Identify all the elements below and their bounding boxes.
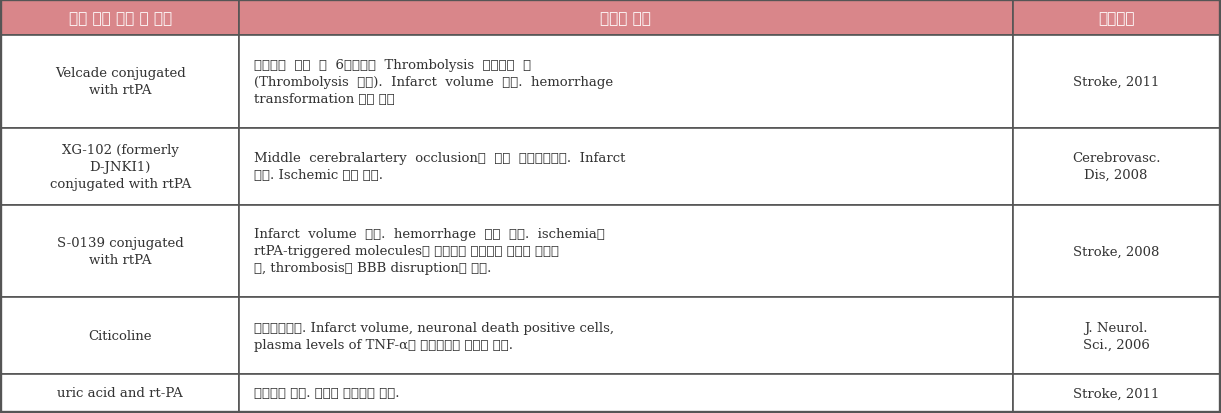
FancyBboxPatch shape	[1, 374, 239, 412]
FancyBboxPatch shape	[239, 1, 1012, 36]
Text: 뇌졸중에  적용  후  6시간까지  Thrombolysis  가능하게  함
(Thrombolysis  촉진).  Infarct  volume  : 뇌졸중에 적용 후 6시간까지 Thrombolysis 가능하게 함 (Thr…	[254, 59, 613, 106]
Text: Stroke, 2008: Stroke, 2008	[1073, 245, 1159, 258]
Text: Stroke, 2011: Stroke, 2011	[1073, 76, 1159, 89]
FancyBboxPatch shape	[1012, 36, 1220, 128]
Text: Velcade conjugated
with rtPA: Velcade conjugated with rtPA	[55, 67, 186, 97]
FancyBboxPatch shape	[239, 205, 1012, 297]
FancyBboxPatch shape	[1012, 128, 1220, 205]
Text: J. Neurol.
Sci., 2006: J. Neurol. Sci., 2006	[1083, 321, 1149, 351]
FancyBboxPatch shape	[1012, 297, 1220, 374]
FancyBboxPatch shape	[239, 36, 1012, 128]
FancyBboxPatch shape	[1, 1, 239, 36]
Text: Middle  cerebralartery  occlusion에  대한  신경보호물질.  Infarct
낮춤. Ischemic 위험 낮춤.: Middle cerebralartery occlusion에 대한 신경보호…	[254, 152, 625, 182]
FancyBboxPatch shape	[239, 128, 1012, 205]
Text: 결합 약물 이름 및 컨셉: 결합 약물 이름 및 컨셉	[68, 12, 172, 26]
Text: 신경보호 효과. 산화적 스트레스 낮춤.: 신경보호 효과. 산화적 스트레스 낮춤.	[254, 387, 399, 399]
FancyBboxPatch shape	[1, 297, 239, 374]
FancyBboxPatch shape	[239, 374, 1012, 412]
Text: Cerebrovasc.
Dis, 2008: Cerebrovasc. Dis, 2008	[1072, 152, 1160, 182]
Text: 개선된 효과: 개선된 효과	[601, 12, 651, 26]
Text: 신경보호효과. Infarct volume, neuronal death positive cells,
plasma levels of TNF-α을 낮: 신경보호효과. Infarct volume, neuronal death p…	[254, 321, 614, 351]
Text: Infarct  volume  낮춤.  hemorrhage  발생  줄임.  ischemia와
rtPA-triggered molecules를 억: Infarct volume 낮춤. hemorrhage 발생 줄임. isc…	[254, 228, 604, 275]
Text: XG-102 (formerly
D-JNKI1)
conjugated with rtPA: XG-102 (formerly D-JNKI1) conjugated wit…	[50, 143, 190, 190]
Text: S-0139 conjugated
with rtPA: S-0139 conjugated with rtPA	[57, 236, 183, 266]
FancyBboxPatch shape	[1012, 1, 1220, 36]
FancyBboxPatch shape	[1, 205, 239, 297]
Text: Stroke, 2011: Stroke, 2011	[1073, 387, 1159, 399]
Text: Citicoline: Citicoline	[88, 329, 151, 342]
Text: 참고문헌: 참고문헌	[1098, 12, 1134, 26]
FancyBboxPatch shape	[1, 128, 239, 205]
FancyBboxPatch shape	[239, 297, 1012, 374]
Text: uric acid and rt-PA: uric acid and rt-PA	[57, 387, 183, 399]
FancyBboxPatch shape	[1012, 374, 1220, 412]
FancyBboxPatch shape	[1, 36, 239, 128]
FancyBboxPatch shape	[1012, 205, 1220, 297]
